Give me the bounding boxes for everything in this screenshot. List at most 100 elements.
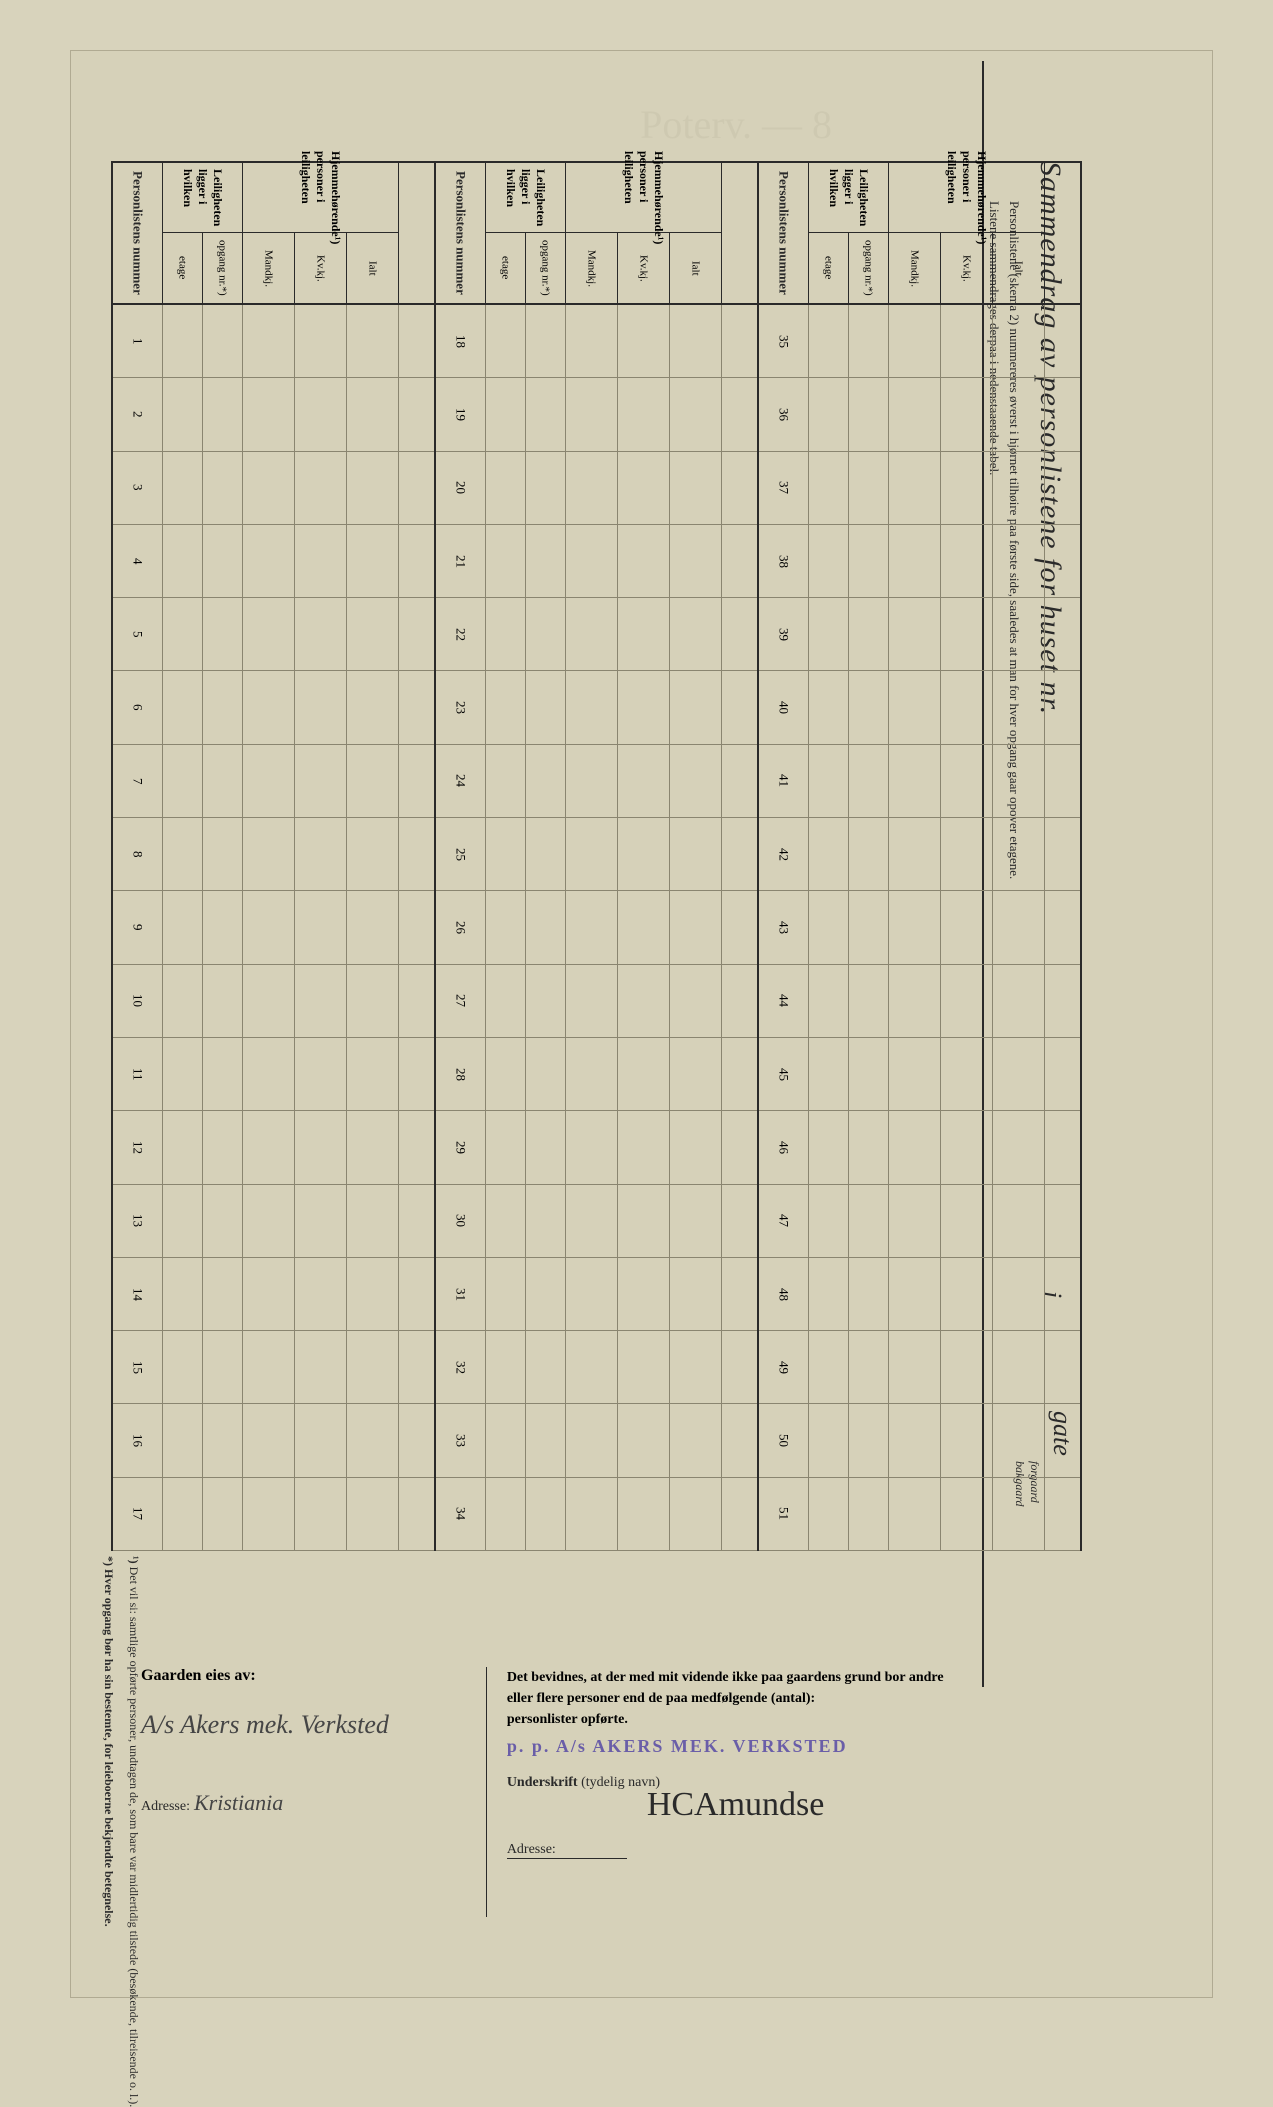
data-cell bbox=[203, 1111, 243, 1183]
data-cell bbox=[670, 1258, 722, 1330]
data-cell bbox=[941, 818, 993, 890]
data-cell bbox=[809, 305, 849, 377]
data-cell bbox=[486, 305, 526, 377]
data-cell bbox=[526, 1038, 566, 1110]
data-cell bbox=[941, 1478, 993, 1550]
header-leilighet-group: Leiligheten ligger i hvilkenetageopgang … bbox=[163, 163, 243, 303]
data-cell bbox=[809, 378, 849, 450]
owner-label: Gaarden eies av: bbox=[141, 1667, 466, 1685]
table-row: 44 bbox=[759, 965, 1080, 1038]
data-cell bbox=[566, 1111, 618, 1183]
data-cell bbox=[295, 452, 347, 524]
table-row: 8 bbox=[113, 818, 434, 891]
witness-block: Det bevidnes, at der med mit vidende ikk… bbox=[486, 1667, 962, 1917]
table-header: Personlistens nummerLeiligheten ligger i… bbox=[113, 161, 434, 305]
data-cell bbox=[618, 818, 670, 890]
data-cell bbox=[243, 525, 295, 597]
page-content: Poterv. — 8 Sammendrag av personlistene … bbox=[81, 61, 1092, 1987]
table-row: 23 bbox=[436, 671, 757, 744]
table-row: 39 bbox=[759, 598, 1080, 671]
table-row: 30 bbox=[436, 1185, 757, 1258]
data-cell bbox=[670, 598, 722, 670]
table-row: 35 bbox=[759, 305, 1080, 378]
data-cell bbox=[670, 745, 722, 817]
data-cell bbox=[243, 965, 295, 1037]
header-hjemme-group: Hjemmehørende¹) personer i leilighetenMa… bbox=[243, 163, 399, 303]
data-cell bbox=[849, 525, 889, 597]
table-row: 25 bbox=[436, 818, 757, 891]
data-cell bbox=[203, 452, 243, 524]
table-row: 5 bbox=[113, 598, 434, 671]
data-cell bbox=[849, 1331, 889, 1403]
data-cell bbox=[941, 745, 993, 817]
data-cell bbox=[849, 1478, 889, 1550]
data-cell bbox=[163, 305, 203, 377]
data-cell bbox=[243, 891, 295, 963]
table-row: 18 bbox=[436, 305, 757, 378]
row-number: 29 bbox=[436, 1111, 486, 1183]
table-row: 29 bbox=[436, 1111, 757, 1184]
data-cell bbox=[243, 1478, 295, 1550]
data-cell bbox=[486, 598, 526, 670]
header-personlist-num: Personlistens nummer bbox=[436, 163, 486, 303]
data-cell bbox=[526, 305, 566, 377]
table-row: 28 bbox=[436, 1038, 757, 1111]
data-cell bbox=[163, 745, 203, 817]
data-cell bbox=[526, 378, 566, 450]
table-row: 21 bbox=[436, 525, 757, 598]
data-cell bbox=[670, 452, 722, 524]
data-cell bbox=[941, 891, 993, 963]
data-cell bbox=[347, 305, 399, 377]
data-cell bbox=[163, 1258, 203, 1330]
data-cell bbox=[526, 891, 566, 963]
data-cell bbox=[670, 1185, 722, 1257]
header-leilighet-group: Leiligheten ligger i hvilkenetageopgang … bbox=[486, 163, 566, 303]
table-row: 32 bbox=[436, 1331, 757, 1404]
table-row: 24 bbox=[436, 745, 757, 818]
data-cell bbox=[163, 1038, 203, 1110]
data-cell bbox=[670, 965, 722, 1037]
data-cell bbox=[203, 965, 243, 1037]
data-cell bbox=[941, 525, 993, 597]
data-cell bbox=[618, 1038, 670, 1110]
data-cell bbox=[618, 525, 670, 597]
data-cell bbox=[993, 891, 1045, 963]
adresse-label: Adresse: bbox=[141, 1799, 190, 1814]
data-cell bbox=[243, 378, 295, 450]
data-cell bbox=[243, 305, 295, 377]
data-cell bbox=[670, 305, 722, 377]
data-cell bbox=[670, 1404, 722, 1476]
stamp: p. p. A/s AKERS MEK. VERKSTED bbox=[507, 1736, 962, 1757]
data-cell bbox=[347, 745, 399, 817]
table-row: 43 bbox=[759, 891, 1080, 964]
data-cell bbox=[809, 598, 849, 670]
table-row: 16 bbox=[113, 1404, 434, 1477]
data-cell bbox=[347, 1111, 399, 1183]
data-cell bbox=[618, 598, 670, 670]
row-number: 41 bbox=[759, 745, 809, 817]
data-cell bbox=[993, 1404, 1045, 1476]
data-cell bbox=[670, 671, 722, 743]
row-number: 38 bbox=[759, 525, 809, 597]
data-cell bbox=[163, 598, 203, 670]
table-row: 46 bbox=[759, 1111, 1080, 1184]
row-number: 33 bbox=[436, 1404, 486, 1476]
data-cell bbox=[295, 891, 347, 963]
data-cell bbox=[486, 1038, 526, 1110]
data-cell bbox=[889, 305, 941, 377]
row-number: 14 bbox=[113, 1258, 163, 1330]
table-row: 22 bbox=[436, 598, 757, 671]
data-cell bbox=[203, 1478, 243, 1550]
row-number: 46 bbox=[759, 1111, 809, 1183]
row-number: 23 bbox=[436, 671, 486, 743]
data-cell bbox=[889, 598, 941, 670]
row-number: 20 bbox=[436, 452, 486, 524]
data-cell bbox=[486, 452, 526, 524]
data-cell bbox=[993, 378, 1045, 450]
data-cell bbox=[243, 745, 295, 817]
data-cell bbox=[889, 378, 941, 450]
header-hjemme-group: Hjemmehørende¹) personer i leilighetenMa… bbox=[566, 163, 722, 303]
data-cell bbox=[941, 1258, 993, 1330]
data-cell bbox=[809, 1478, 849, 1550]
data-cell bbox=[993, 598, 1045, 670]
